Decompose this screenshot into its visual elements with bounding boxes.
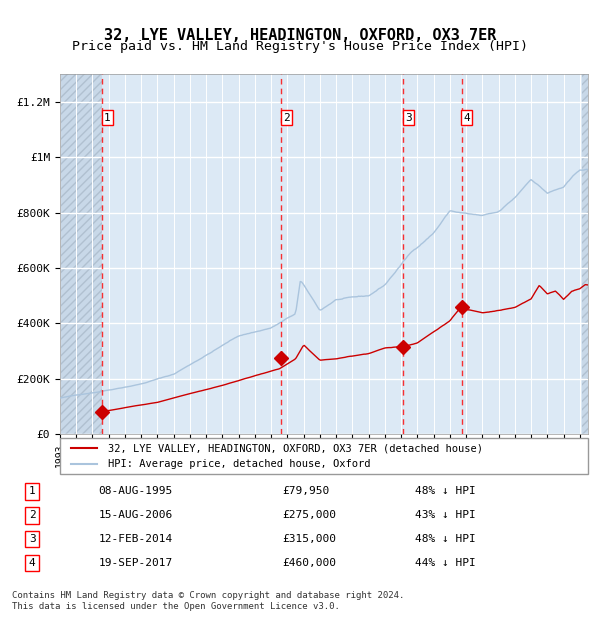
Text: 1: 1 [104,113,110,123]
Text: HPI: Average price, detached house, Oxford: HPI: Average price, detached house, Oxfo… [107,459,370,469]
FancyBboxPatch shape [60,438,588,474]
Text: £315,000: £315,000 [283,534,337,544]
Text: Price paid vs. HM Land Registry's House Price Index (HPI): Price paid vs. HM Land Registry's House … [72,40,528,53]
Text: 43% ↓ HPI: 43% ↓ HPI [415,510,476,520]
Text: Contains HM Land Registry data © Crown copyright and database right 2024.
This d: Contains HM Land Registry data © Crown c… [12,591,404,611]
Text: £79,950: £79,950 [283,486,330,497]
Text: 32, LYE VALLEY, HEADINGTON, OXFORD, OX3 7ER: 32, LYE VALLEY, HEADINGTON, OXFORD, OX3 … [104,28,496,43]
Text: 12-FEB-2014: 12-FEB-2014 [98,534,173,544]
Bar [60,74,102,434]
Text: 08-AUG-1995: 08-AUG-1995 [98,486,173,497]
Text: 19-SEP-2017: 19-SEP-2017 [98,558,173,568]
Text: 4: 4 [463,113,470,123]
Text: 2: 2 [29,510,35,520]
Text: 1: 1 [29,486,35,497]
Text: 32, LYE VALLEY, HEADINGTON, OXFORD, OX3 7ER (detached house): 32, LYE VALLEY, HEADINGTON, OXFORD, OX3 … [107,443,482,453]
Text: 44% ↓ HPI: 44% ↓ HPI [415,558,476,568]
Bar [581,74,588,434]
Text: 48% ↓ HPI: 48% ↓ HPI [415,486,476,497]
Text: £275,000: £275,000 [283,510,337,520]
Text: 3: 3 [405,113,412,123]
Text: £460,000: £460,000 [283,558,337,568]
Text: 48% ↓ HPI: 48% ↓ HPI [415,534,476,544]
Text: 4: 4 [29,558,35,568]
Text: 3: 3 [29,534,35,544]
Text: 15-AUG-2006: 15-AUG-2006 [98,510,173,520]
Text: 2: 2 [283,113,290,123]
